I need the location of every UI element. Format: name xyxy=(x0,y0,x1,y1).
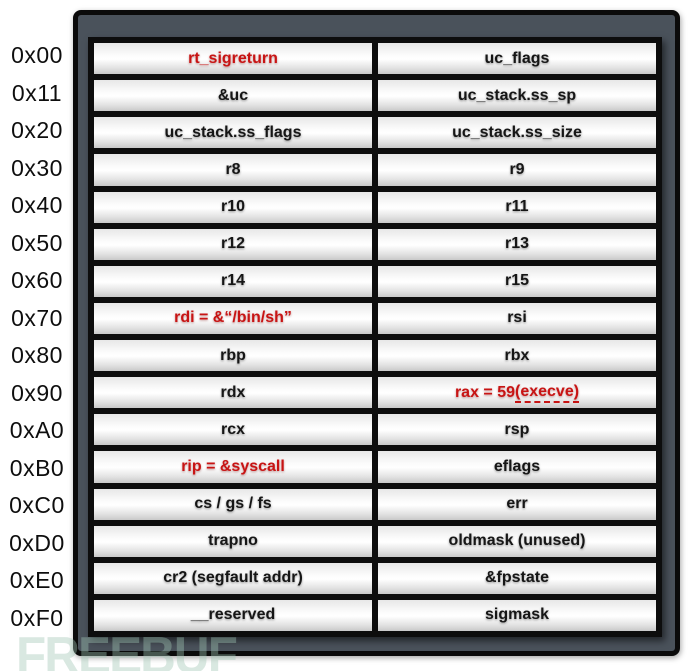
frame-cell-0x40-left: r10 xyxy=(91,188,375,226)
offset-label: 0x60 xyxy=(11,267,63,294)
frame-cell-0xE0-left: cr2 (segfault addr) xyxy=(91,559,375,597)
offset-label: 0x50 xyxy=(11,229,63,256)
frame-cell-0x30-left: r8 xyxy=(91,151,375,189)
offset-label: 0x20 xyxy=(11,117,63,144)
frame-cell-0x70-right: rsi xyxy=(375,299,659,337)
frame-cell-0x20-right: uc_stack.ss_size xyxy=(375,114,659,152)
frame-cell-0xC0-left: cs / gs / fs xyxy=(91,485,375,523)
frame-cell-0xA0-left: rcx xyxy=(91,411,375,449)
offset-label: 0x80 xyxy=(11,342,63,369)
frame-cell-0x11-left: &uc xyxy=(91,77,375,115)
offset-label: 0x90 xyxy=(11,379,63,406)
frame-cell-0x20-left: uc_stack.ss_flags xyxy=(91,114,375,152)
offset-label: 0xC0 xyxy=(9,492,65,519)
frame-cell-0x00-right: uc_flags xyxy=(375,40,659,78)
frame-grid: rt_sigreturn uc_flags &uc uc_stack.ss_sp uc_… xyxy=(88,37,662,637)
offset-label: 0x70 xyxy=(11,304,63,331)
frame-cell-0x30-right: r9 xyxy=(375,151,659,189)
frame-cell-0x80-left: rbp xyxy=(91,337,375,375)
frame-cell-0xC0-right: err xyxy=(375,485,659,523)
frame-cell-0x11-right: uc_stack.ss_sp xyxy=(375,77,659,115)
offset-label: 0x30 xyxy=(11,154,63,181)
frame-cell-0xF0-left: __reserved xyxy=(91,596,375,634)
frame-cell-0x90-left: rdx xyxy=(91,374,375,412)
offset-label: 0xD0 xyxy=(9,529,65,556)
frame-cell-0xD0-left: trapno xyxy=(91,522,375,560)
frame-cell-0x60-left: r14 xyxy=(91,262,375,300)
underlined-text: (execve) xyxy=(515,383,580,403)
frame-cell-0x00-left: rt_sigreturn xyxy=(91,40,375,78)
frame-cell-0x80-right: rbx xyxy=(375,337,659,375)
frame-cell-0xE0-right: &fpstate xyxy=(375,559,659,597)
frame-cell-0x90-right: rax = 59 (execve) xyxy=(375,374,659,412)
frame-cell-0xB0-right: eflags xyxy=(375,448,659,486)
frame-cell-0x40-right: r11 xyxy=(375,188,659,226)
frame-cell-0xD0-right: oldmask (unused) xyxy=(375,522,659,560)
offset-label: 0xA0 xyxy=(9,417,65,444)
offset-label: 0x00 xyxy=(11,42,63,69)
frame-cell-0xB0-left: rip = &syscall xyxy=(91,448,375,486)
offset-label: 0x11 xyxy=(11,79,63,106)
frame-cell-0xF0-right: sigmask xyxy=(375,596,659,634)
frame-cell-0x50-left: r12 xyxy=(91,225,375,263)
frame-cell-0x60-right: r15 xyxy=(375,262,659,300)
offset-label: 0xE0 xyxy=(9,567,65,594)
offset-label: 0xF0 xyxy=(10,604,64,631)
frame-cell-0x70-left: rdi = &“/bin/sh” xyxy=(91,299,375,337)
offset-label: 0xB0 xyxy=(9,454,65,481)
frame-cell-0x50-right: r13 xyxy=(375,225,659,263)
frame-cell-0xA0-right: rsp xyxy=(375,411,659,449)
offset-label: 0x40 xyxy=(11,192,63,219)
offset-label-column: 0x00 0x11 0x20 0x30 0x40 0x50 0x60 0x70 0x80 0x90… xyxy=(0,37,74,637)
